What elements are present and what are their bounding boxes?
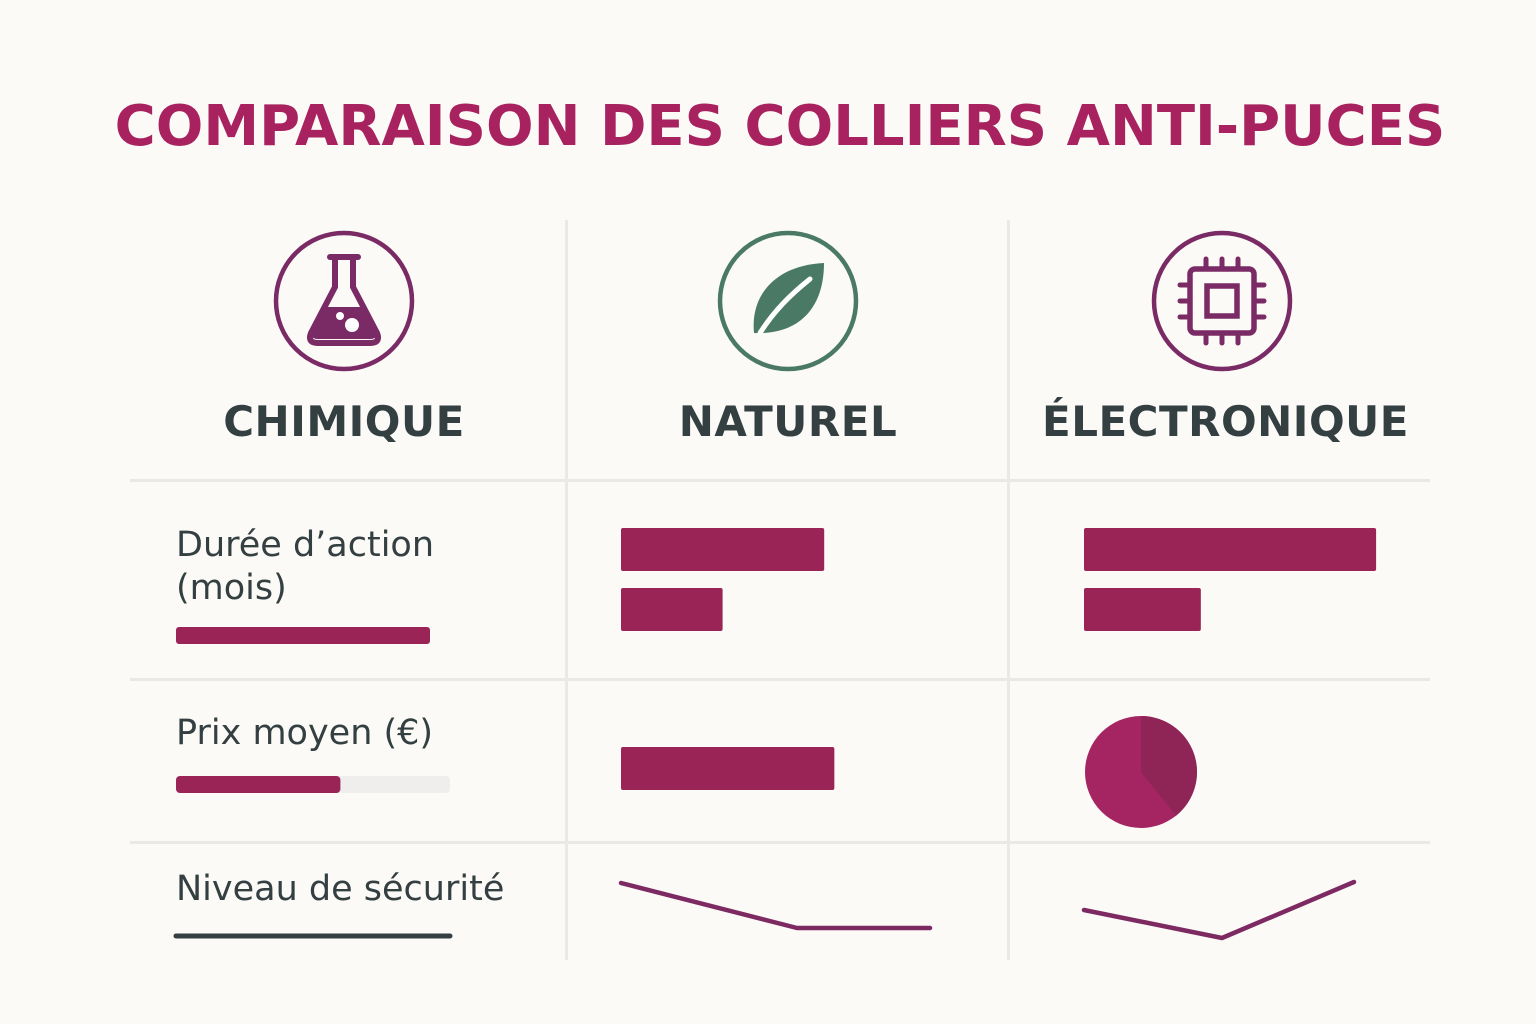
row-label-price: Prix moyen (€) [176, 713, 434, 753]
leaf-icon [716, 229, 860, 373]
row-divider-3 [130, 841, 1430, 844]
bar-duration-electronique-1 [1084, 528, 1377, 571]
chart-title: COMPARAISON DES COLLIERS ANTI-PUCES [114, 94, 1446, 159]
column-divider-2 [1007, 220, 1010, 960]
bar-duration-electronique-2 [1084, 588, 1201, 631]
column-divider-1 [565, 220, 568, 960]
row-label-duration-line2: (mois) [176, 568, 287, 608]
microchip-icon [1150, 229, 1294, 373]
bar-duration-chimique [176, 627, 430, 644]
line-safety-naturel [618, 880, 933, 931]
column-heading-chimique: CHIMIQUE [223, 397, 465, 446]
bar-price-chimique [176, 776, 341, 793]
row-divider-1 [130, 479, 1430, 482]
row-label-safety: Niveau de sécurité [176, 869, 505, 909]
row-label-duration-line1: Durée d’action [176, 525, 435, 565]
bar-duration-naturel-2 [621, 588, 723, 631]
column-heading-electronique: ÉLECTRONIQUE [1042, 397, 1409, 446]
bar-price-naturel [621, 747, 835, 790]
row-divider-2 [130, 678, 1430, 681]
pie-slice-price-electronique [1141, 716, 1197, 816]
column-heading-naturel: NATUREL [678, 397, 898, 446]
line-safety-electronique [1081, 879, 1357, 941]
bar-duration-naturel-1 [621, 528, 825, 571]
flask-icon [272, 229, 416, 373]
